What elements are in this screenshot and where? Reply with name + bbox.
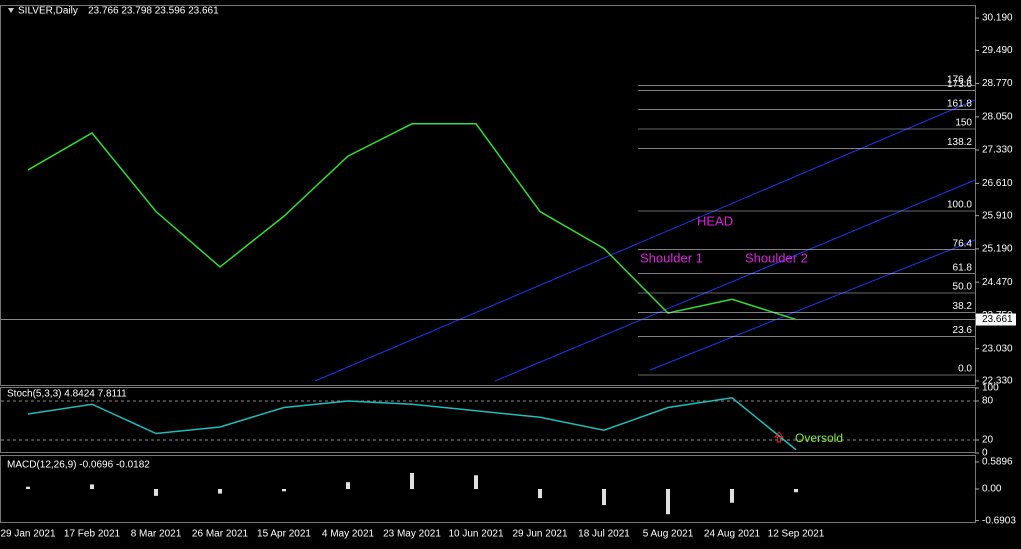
x-tick-label: 29 Jan 2021 <box>0 529 55 540</box>
macd-title: MACD(12,26,9) -0.0696 -0.0182 <box>7 460 150 471</box>
current-price-label: 23.661 <box>982 314 1013 325</box>
annotation: Shoulder 2 <box>745 250 808 265</box>
annotation: Oversold <box>795 431 843 445</box>
fib-label: 100.0 <box>947 200 972 211</box>
current-price-box <box>976 313 1016 326</box>
y-tick-label: 22.330 <box>982 376 1013 387</box>
x-tick-label: 8 Mar 2021 <box>131 529 182 540</box>
annotation: HEAD <box>697 213 733 228</box>
x-tick-label: 23 May 2021 <box>383 529 441 540</box>
y-tick-label: 26.610 <box>982 178 1013 189</box>
bar <box>218 489 222 494</box>
stoch-panel <box>0 387 976 453</box>
fib-label: 0.0 <box>958 364 972 375</box>
channel-line <box>649 239 976 371</box>
x-tick-label: 10 Jun 2021 <box>448 529 503 540</box>
data-line <box>27 396 797 451</box>
y-tick-label: 100 <box>982 383 999 394</box>
x-tick-label: 5 Aug 2021 <box>643 529 694 540</box>
chart-subtitle: 23.766 23.798 23.596 23.661 <box>88 6 219 17</box>
bar <box>154 489 158 496</box>
y-tick-label: 20 <box>982 435 994 446</box>
annotation: Shoulder 1 <box>640 250 703 265</box>
y-tick-label: 25.190 <box>982 244 1013 255</box>
fib-label: 176.4 <box>947 74 972 85</box>
channel-line <box>314 99 976 382</box>
fib-label: 61.8 <box>953 262 973 273</box>
data-line <box>27 123 797 321</box>
y-tick-label: 24.470 <box>982 277 1013 288</box>
y-tick-label: 28.050 <box>982 111 1013 122</box>
fib-label: 161.8 <box>947 98 972 109</box>
fib-label: 38.2 <box>953 301 973 312</box>
y-tick-label: 30.190 <box>982 13 1013 24</box>
y-tick-label: 27.330 <box>982 145 1013 156</box>
arrow-icon <box>773 431 785 443</box>
fib-label: 50.0 <box>953 282 973 293</box>
bar <box>538 489 542 499</box>
x-tick-label: 29 Jun 2021 <box>512 529 567 540</box>
y-tick-label: 29.490 <box>982 45 1013 56</box>
x-tick-label: 12 Sep 2021 <box>768 529 825 540</box>
bar <box>282 489 286 492</box>
fib-label: 23.6 <box>953 325 973 336</box>
y-tick-label: 0.5896 <box>982 457 1013 468</box>
bar <box>794 489 798 493</box>
x-tick-label: 18 Jul 2021 <box>578 529 630 540</box>
x-tick-label: 26 Mar 2021 <box>192 529 249 540</box>
y-tick-label: 25.910 <box>982 210 1013 221</box>
y-tick-label: 28.770 <box>982 78 1013 89</box>
fib-label: 150 <box>955 118 972 129</box>
channel-line <box>494 179 976 382</box>
fib-label: 138.2 <box>947 137 972 148</box>
y-tick-label: 0.00 <box>982 484 1002 495</box>
x-tick-label: 15 Apr 2021 <box>257 529 311 540</box>
stoch-title: Stoch(5,3,3) 4.8424 7.8111 <box>7 389 127 400</box>
fib-label: 173.6 <box>947 79 972 90</box>
bar <box>474 475 478 490</box>
y-tick-label: 0 <box>982 448 988 459</box>
price-panel <box>0 5 976 386</box>
bar <box>666 489 670 515</box>
x-tick-label: 4 May 2021 <box>322 529 375 540</box>
bar <box>346 482 350 490</box>
bar <box>730 489 734 503</box>
x-tick-label: 17 Feb 2021 <box>64 529 121 540</box>
bar <box>410 472 414 490</box>
fib-label: 76.4 <box>953 238 973 249</box>
x-tick-label: 24 Aug 2021 <box>704 529 761 540</box>
y-tick-label: 23.030 <box>982 343 1013 354</box>
bar <box>602 489 606 506</box>
chart-title: SILVER,Daily <box>18 6 78 17</box>
menu-arrow[interactable] <box>8 8 14 13</box>
y-tick-label: -0.6903 <box>982 515 1016 526</box>
bar <box>90 484 94 490</box>
y-tick-label: 80 <box>982 396 994 407</box>
bar <box>26 486 30 490</box>
